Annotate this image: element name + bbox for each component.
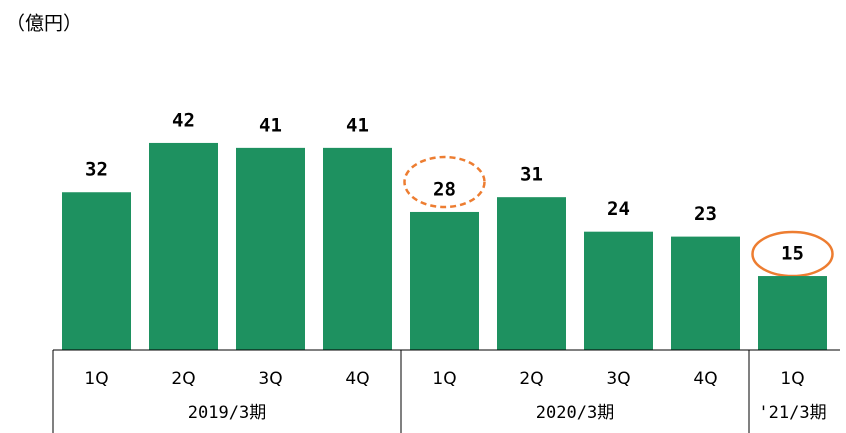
bar bbox=[236, 147, 305, 350]
highlight-solid bbox=[751, 230, 834, 278]
x-tick-label: 4Q bbox=[693, 369, 717, 389]
x-tick-label: 3Q bbox=[258, 369, 282, 389]
group-label: '21/3期 bbox=[758, 403, 826, 423]
value-label: 23 bbox=[694, 203, 717, 225]
bar bbox=[149, 142, 218, 350]
value-label: 24 bbox=[607, 198, 630, 220]
value-label: 15 bbox=[781, 243, 804, 265]
value-label: 31 bbox=[520, 164, 543, 186]
value-label: 28 bbox=[433, 178, 456, 200]
x-tick-label: 4Q bbox=[345, 369, 369, 389]
group-label: 2020/3期 bbox=[536, 403, 614, 423]
bar bbox=[323, 147, 392, 350]
value-label: 41 bbox=[346, 114, 369, 136]
x-tick-label: 1Q bbox=[84, 369, 108, 389]
bar bbox=[497, 197, 566, 350]
bar bbox=[584, 231, 653, 350]
bar bbox=[758, 276, 827, 350]
bar bbox=[410, 211, 479, 350]
bar bbox=[62, 192, 131, 350]
x-tick-label: 3Q bbox=[606, 369, 630, 389]
x-tick-label: 1Q bbox=[780, 369, 804, 389]
bar bbox=[671, 236, 740, 350]
group-label: 2019/3期 bbox=[188, 403, 266, 423]
unit-label: （億円） bbox=[6, 13, 82, 35]
x-tick-label: 2Q bbox=[171, 369, 195, 389]
x-tick-label: 1Q bbox=[432, 369, 456, 389]
value-label: 41 bbox=[259, 114, 282, 136]
highlight-dashed bbox=[403, 155, 486, 209]
x-tick-label: 2Q bbox=[519, 369, 543, 389]
value-label: 42 bbox=[172, 109, 195, 131]
value-label: 32 bbox=[85, 159, 108, 181]
